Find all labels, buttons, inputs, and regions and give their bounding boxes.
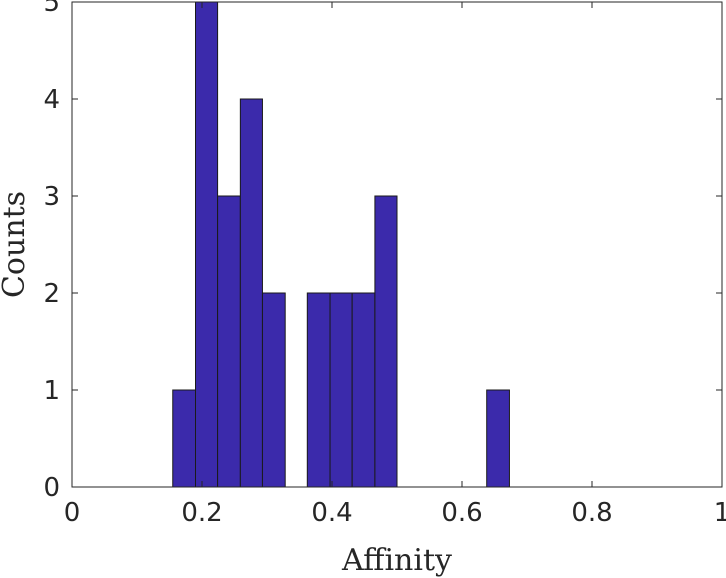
y-axis-title: Counts xyxy=(0,191,32,298)
histogram-bar-5 xyxy=(306,292,331,488)
y-tick-label: 0 xyxy=(43,473,60,503)
histogram-bar-1 xyxy=(195,1,219,488)
histogram-bar-4 xyxy=(261,292,286,488)
x-tick-label: 0.6 xyxy=(441,498,482,528)
x-tick-label: 0.4 xyxy=(311,498,352,528)
y-tick-label: 3 xyxy=(43,182,60,212)
y-tick-label: 1 xyxy=(43,376,60,406)
x-tick-label: 0 xyxy=(64,498,81,528)
histogram-bar-6 xyxy=(329,292,353,488)
y-tick-label: 4 xyxy=(43,85,60,115)
histogram-bar-9 xyxy=(486,389,510,488)
x-tick-label: 0.8 xyxy=(571,498,612,528)
y-axis: 0 1 2 3 4 5 xyxy=(43,0,722,503)
x-tick-label: 1 xyxy=(714,498,726,528)
y-tick-label: 5 xyxy=(43,0,60,18)
bars-group xyxy=(172,1,510,488)
histogram-bar-8 xyxy=(374,195,398,488)
x-tick-label: 0.2 xyxy=(181,498,222,528)
histogram-bar-0 xyxy=(172,389,196,488)
x-axis: 0 0.2 0.4 0.6 0.8 1 xyxy=(64,2,726,528)
histogram-bar-7 xyxy=(351,292,376,488)
histogram-bar-2 xyxy=(217,195,241,488)
y-tick-label: 2 xyxy=(43,279,60,309)
plot-area-frame xyxy=(71,1,723,488)
x-axis-title: Affinity xyxy=(341,543,452,578)
histogram-bar-3 xyxy=(239,98,263,488)
